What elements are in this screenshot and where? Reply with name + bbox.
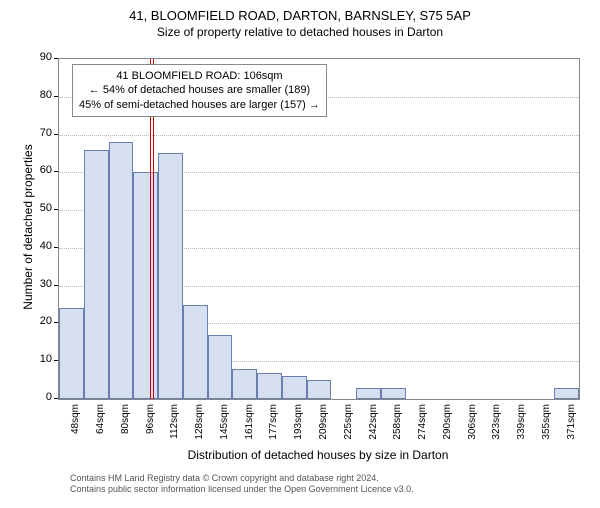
y-tick-label: 20 [28,315,52,327]
histogram-bar [208,335,233,399]
histogram-bar [307,380,332,399]
y-tick [54,247,58,248]
x-tick-label: 145sqm [219,404,230,448]
y-tick [54,322,58,323]
histogram-bar [133,172,158,399]
x-tick-label: 323sqm [491,404,502,448]
y-tick [54,96,58,97]
histogram-bar [158,153,183,399]
x-tick-label: 290sqm [442,404,453,448]
y-tick-label: 80 [28,89,52,101]
y-tick-label: 40 [28,240,52,252]
x-tick-label: 242sqm [368,404,379,448]
info-box: 41 BLOOMFIELD ROAD: 106sqm← 54% of detac… [72,64,327,117]
x-tick-label: 80sqm [120,404,131,448]
x-tick-label: 209sqm [318,404,329,448]
y-tick-label: 30 [28,278,52,290]
x-axis-title: Distribution of detached houses by size … [58,448,578,462]
grid-line [59,135,579,136]
y-tick [54,171,58,172]
x-tick-label: 64sqm [95,404,106,448]
x-tick-label: 258sqm [392,404,403,448]
footer-line2: Contains public sector information licen… [70,484,414,495]
x-tick-label: 48sqm [70,404,81,448]
y-tick [54,134,58,135]
footer-line1: Contains HM Land Registry data © Crown c… [70,473,414,484]
x-tick-label: 128sqm [194,404,205,448]
y-tick-label: 70 [28,127,52,139]
y-tick-label: 0 [28,391,52,403]
histogram-bar [356,388,381,399]
x-tick-label: 306sqm [467,404,478,448]
info-box-line: ← 54% of detached houses are smaller (18… [79,83,320,97]
x-tick-label: 96sqm [145,404,156,448]
y-tick [54,209,58,210]
y-tick-label: 50 [28,202,52,214]
x-tick-label: 371sqm [566,404,577,448]
histogram-bar [59,308,84,399]
footer-text: Contains HM Land Registry data © Crown c… [70,473,414,495]
x-tick-label: 112sqm [169,404,180,448]
histogram-bar [183,305,208,399]
chart-container: { "title": "41, BLOOMFIELD ROAD, DARTON,… [0,8,600,508]
chart-title: 41, BLOOMFIELD ROAD, DARTON, BARNSLEY, S… [0,8,600,23]
y-tick-label: 60 [28,164,52,176]
x-tick-label: 161sqm [244,404,255,448]
x-tick-label: 193sqm [293,404,304,448]
x-tick-label: 355sqm [541,404,552,448]
histogram-bar [282,376,307,399]
info-box-line: 41 BLOOMFIELD ROAD: 106sqm [79,69,320,83]
chart-subtitle: Size of property relative to detached ho… [0,25,600,39]
y-tick [54,285,58,286]
histogram-bar [554,388,579,399]
info-box-line: 45% of semi-detached houses are larger (… [79,98,320,112]
y-tick-label: 90 [28,51,52,63]
x-tick-label: 177sqm [268,404,279,448]
y-tick-label: 10 [28,353,52,365]
histogram-bar [257,373,282,399]
x-tick-label: 225sqm [343,404,354,448]
x-tick-label: 339sqm [516,404,527,448]
histogram-bar [109,142,134,399]
histogram-bar [381,388,406,399]
y-tick [54,58,58,59]
histogram-bar [232,369,257,399]
y-tick [54,360,58,361]
histogram-bar [84,150,109,399]
y-tick [54,398,58,399]
x-tick-label: 274sqm [417,404,428,448]
